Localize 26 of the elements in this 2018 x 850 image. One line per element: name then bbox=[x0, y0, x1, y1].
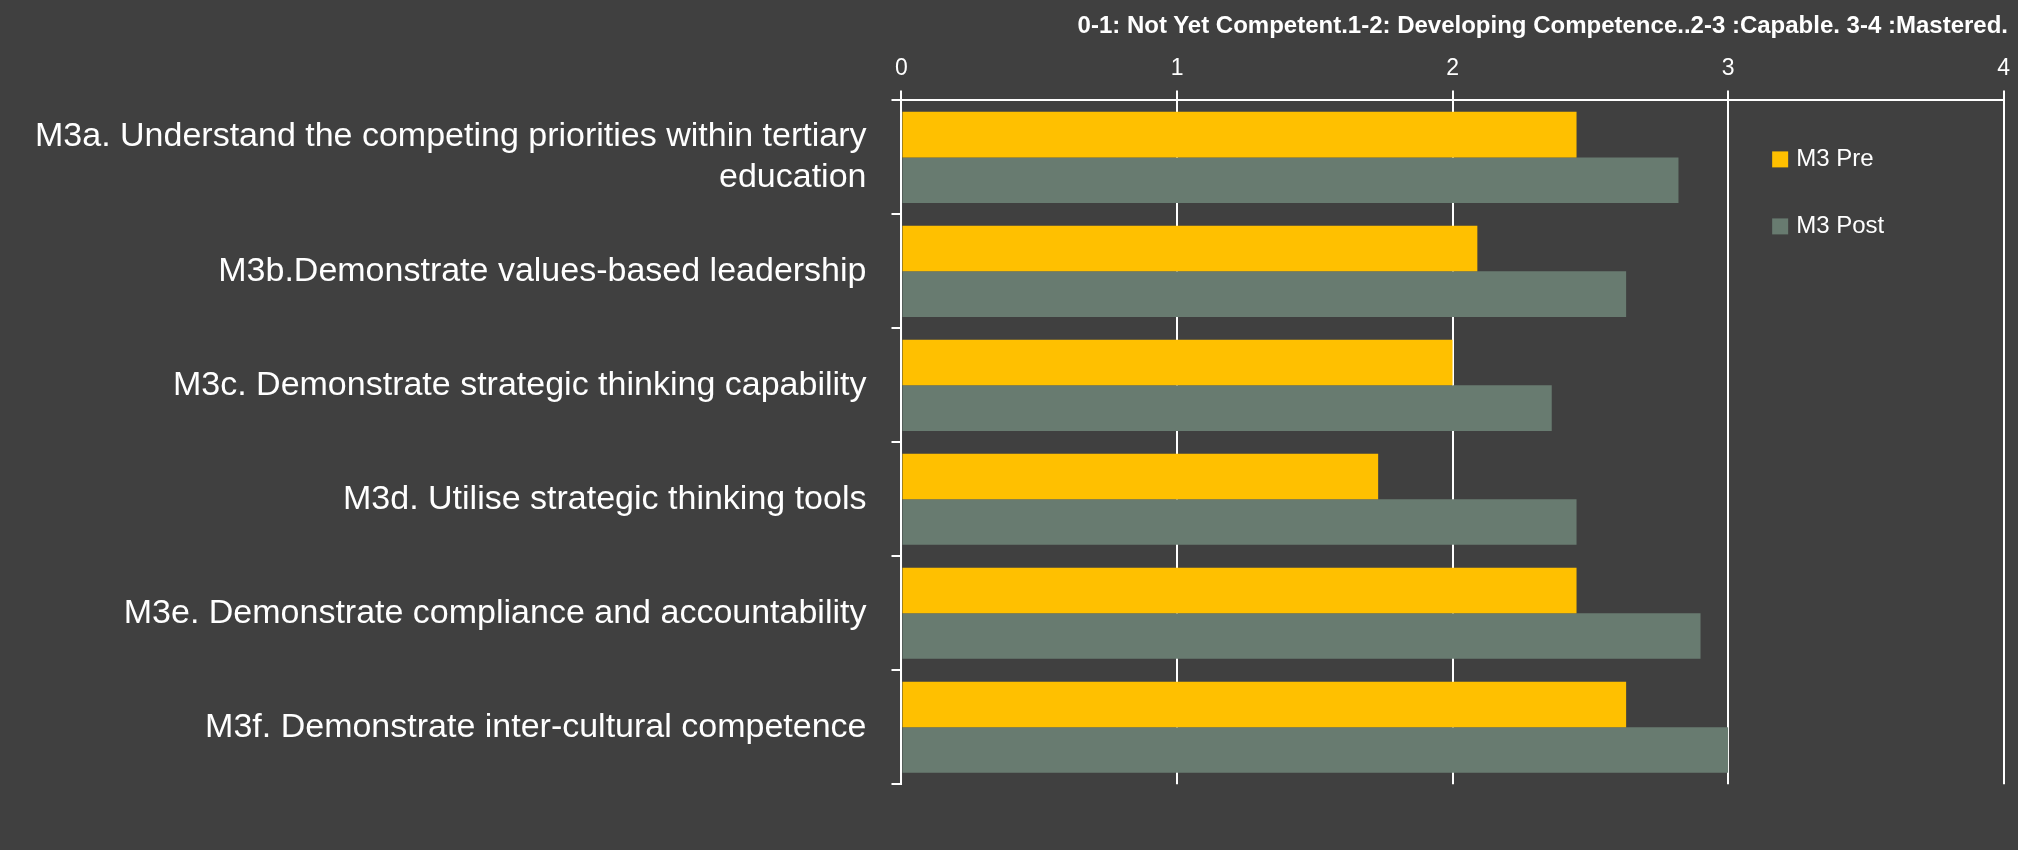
x-tick-label: 0 bbox=[895, 53, 908, 80]
bar bbox=[902, 271, 1627, 317]
y-tick-label: M3e. Demonstrate compliance and accountability bbox=[123, 591, 867, 630]
legend-label: M3 Pre bbox=[1796, 144, 1874, 172]
bar bbox=[902, 225, 1478, 272]
y-tick-label: M3d. Utilise strategic thinking tools bbox=[343, 477, 867, 516]
bar bbox=[902, 567, 1577, 614]
bar bbox=[902, 385, 1552, 431]
x-tick-label: 4 bbox=[1997, 53, 2011, 80]
y-tick-label: M3a. Understand the competing priorities within tertiary education bbox=[34, 115, 867, 195]
bar bbox=[902, 111, 1577, 158]
bar bbox=[902, 453, 1379, 500]
bar bbox=[902, 613, 1701, 659]
x-tick-label: 1 bbox=[1170, 53, 1184, 80]
bar bbox=[902, 727, 1729, 773]
chart-title: 0-1: Not Yet Competent.1-2: Developing Competence..2-3 :Capable. 3-4 :Mastered. bbox=[1077, 11, 2008, 39]
x-tick-label: 3 bbox=[1721, 53, 1735, 80]
bar bbox=[902, 339, 1453, 386]
y-tick-label: M3c. Demonstrate strategic thinking capability bbox=[172, 363, 867, 402]
x-tick-label: 2 bbox=[1446, 53, 1459, 80]
legend-label: M3 Post bbox=[1796, 211, 1885, 239]
y-tick-label: M3f. Demonstrate inter-cultural competence bbox=[205, 705, 867, 744]
bar bbox=[902, 157, 1679, 203]
bar bbox=[902, 681, 1627, 728]
y-tick-label: M3b.Demonstrate values-based leadership bbox=[218, 249, 867, 288]
bar bbox=[902, 499, 1577, 545]
